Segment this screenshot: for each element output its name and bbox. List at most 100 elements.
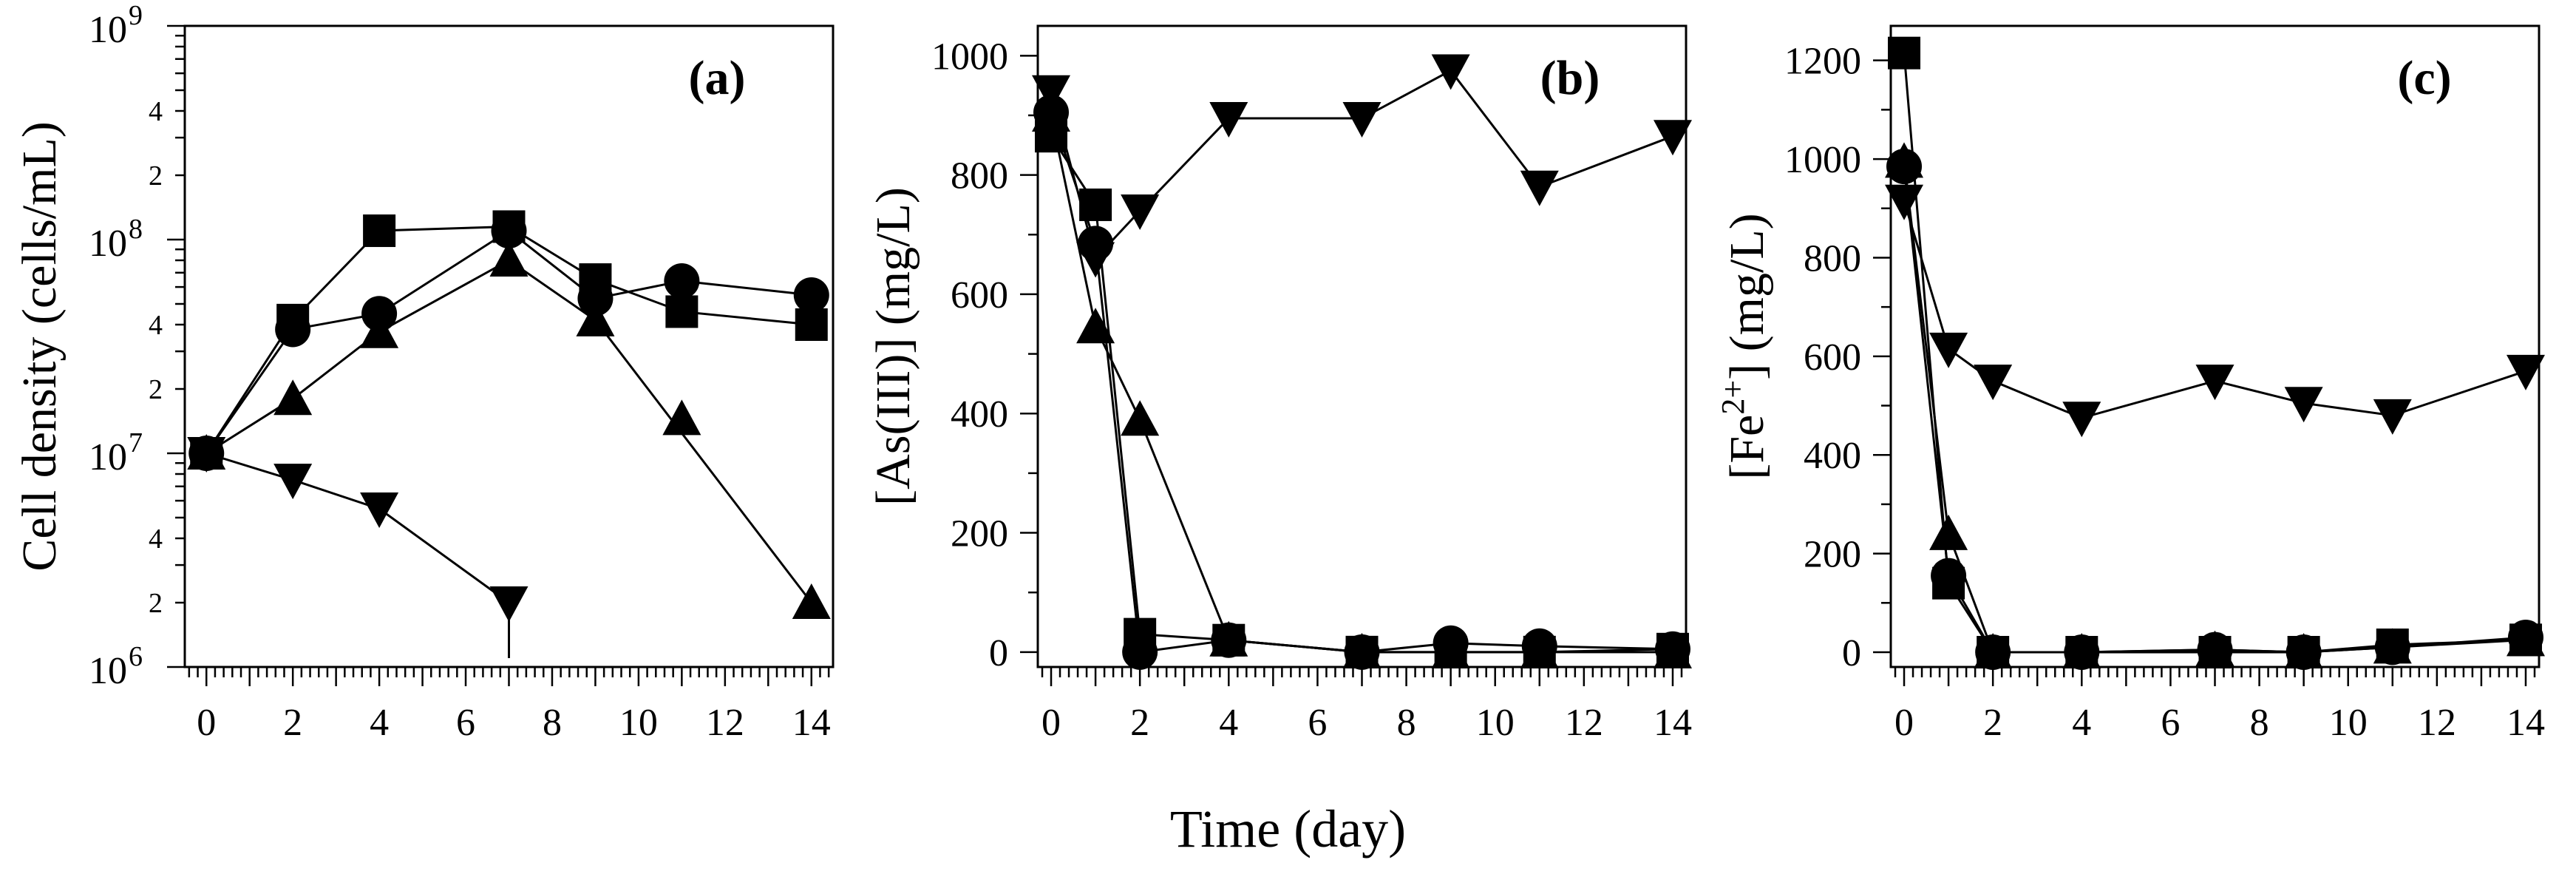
square-marker bbox=[1345, 635, 1379, 668]
panel-label: (b) bbox=[1540, 51, 1600, 105]
y-tick-label: 1200 bbox=[1784, 41, 1861, 83]
y-tick-label: 0 bbox=[1842, 632, 1861, 674]
y-tick-label: 400 bbox=[1804, 435, 1861, 477]
x-tick-label: 12 bbox=[2418, 702, 2456, 744]
circle-marker bbox=[577, 280, 614, 316]
circle-marker bbox=[664, 263, 700, 299]
series-circle bbox=[188, 213, 829, 471]
y-minor-tick-label: 4 bbox=[149, 310, 163, 341]
square-marker bbox=[1656, 632, 1689, 666]
y-tick-label: 10 bbox=[89, 223, 127, 265]
x-tick-label: 6 bbox=[2161, 702, 2180, 744]
y-tick-exponent: 8 bbox=[129, 214, 143, 245]
y-tick-label: 0 bbox=[989, 632, 1008, 674]
triangle-up-marker bbox=[360, 312, 399, 348]
y-axis-title: [As(III)] (mg/L) bbox=[866, 187, 920, 506]
triangle-up-marker bbox=[2062, 632, 2101, 668]
y-minor-tick-label: 2 bbox=[149, 588, 163, 619]
square-marker bbox=[665, 295, 699, 328]
y-axis-title: [Fe2+] (mg/L) bbox=[1715, 213, 1774, 479]
y-tick-exponent: 6 bbox=[129, 641, 143, 672]
triangle-down-marker bbox=[2506, 354, 2545, 390]
series-triangle-up bbox=[1885, 142, 2545, 668]
triangle-up-marker bbox=[792, 583, 831, 620]
x-tick-label: 10 bbox=[619, 702, 658, 744]
x-tick-label: 14 bbox=[792, 702, 831, 744]
triangle-down-marker bbox=[1929, 332, 1968, 368]
triangle-down-marker bbox=[1032, 75, 1071, 111]
y-tick-label: 600 bbox=[951, 274, 1008, 316]
y-tick-label: 1000 bbox=[931, 35, 1008, 78]
x-tick-label: 2 bbox=[283, 702, 302, 744]
triangle-up-marker bbox=[2284, 632, 2323, 668]
square-marker bbox=[795, 308, 828, 342]
triangle-up-marker bbox=[1929, 514, 1968, 550]
y-tick-label: 200 bbox=[1804, 534, 1861, 576]
series-circle bbox=[1886, 149, 2543, 670]
x-tick-label: 2 bbox=[1130, 702, 1149, 744]
triangle-down-marker bbox=[1974, 365, 2013, 401]
triangle-down-marker bbox=[1431, 54, 1470, 90]
y-tick-label: 800 bbox=[1804, 237, 1861, 280]
panel-b: 0 2 4 6 8 10 12 14 0 200 400 600 800 1000 [As(III)] (m… bbox=[866, 24, 1692, 744]
square-marker bbox=[1434, 635, 1467, 668]
x-tick-label: 6 bbox=[456, 702, 475, 744]
triangle-up-marker bbox=[576, 300, 615, 336]
triangle-down-marker bbox=[1209, 102, 1248, 138]
triangle-up-marker bbox=[1076, 308, 1115, 344]
triangle-down-marker bbox=[489, 586, 529, 623]
x-tick-label: 0 bbox=[197, 702, 216, 744]
y-tick-label: 10 bbox=[89, 436, 127, 478]
triangle-down-marker bbox=[360, 492, 399, 529]
y-tick-label: 400 bbox=[951, 393, 1008, 436]
triangle-up-marker bbox=[1974, 632, 2013, 668]
triangle-up-marker bbox=[1885, 142, 1924, 178]
circle-marker bbox=[1931, 558, 1967, 594]
y-tick-label: 10 bbox=[89, 9, 127, 51]
y-tick-label: 1000 bbox=[1784, 139, 1861, 181]
triangle-down-marker bbox=[2195, 365, 2235, 401]
triangle-up-marker bbox=[2506, 620, 2545, 657]
y-minor-tick-label: 2 bbox=[149, 374, 163, 405]
x-tick-label: 10 bbox=[2329, 702, 2368, 744]
y-tick-label: 600 bbox=[1804, 336, 1861, 379]
panel-label: (c) bbox=[2397, 51, 2451, 105]
triangle-down-marker bbox=[1885, 184, 1924, 220]
square-marker bbox=[363, 214, 396, 248]
series-line bbox=[1903, 53, 2526, 654]
series-triangle-down bbox=[1885, 184, 2545, 438]
series-square bbox=[1888, 36, 2542, 668]
square-marker bbox=[1035, 120, 1068, 153]
x-tick-label: 4 bbox=[370, 702, 389, 744]
x-tick-label: 12 bbox=[1565, 702, 1603, 744]
y-tick-exponent: 9 bbox=[129, 0, 143, 31]
x-tick-label: 2 bbox=[1983, 702, 2002, 744]
series-circle bbox=[1033, 94, 1690, 670]
square-marker bbox=[1212, 623, 1245, 657]
x-tick-label: 10 bbox=[1476, 702, 1515, 744]
series-triangle-up bbox=[187, 241, 831, 620]
shared-x-axis-label: Time (day) bbox=[1169, 799, 1407, 859]
triangle-down-marker bbox=[1520, 170, 1559, 206]
x-tick-label: 8 bbox=[543, 702, 562, 744]
series-triangle-up bbox=[1032, 95, 1692, 668]
triangle-down-marker bbox=[1653, 120, 1692, 156]
y-tick-exponent: 7 bbox=[129, 427, 143, 458]
series-line bbox=[1050, 112, 1673, 654]
triangle-down-marker bbox=[1121, 194, 1160, 231]
circle-marker bbox=[491, 213, 527, 249]
x-tick-label: 4 bbox=[1219, 702, 1238, 744]
series-square bbox=[1035, 120, 1689, 668]
series-triangle-down bbox=[187, 437, 529, 659]
series-line bbox=[205, 452, 510, 604]
square-marker bbox=[1523, 635, 1556, 668]
triangle-up-marker bbox=[273, 379, 313, 416]
triangle-down-marker bbox=[2062, 402, 2101, 438]
plot-frame bbox=[1889, 24, 2541, 668]
y-tick-label: 800 bbox=[951, 155, 1008, 197]
x-tick-label: 8 bbox=[2250, 702, 2269, 744]
triangle-down-marker bbox=[1342, 102, 1382, 138]
triangle-up-marker bbox=[662, 399, 701, 436]
